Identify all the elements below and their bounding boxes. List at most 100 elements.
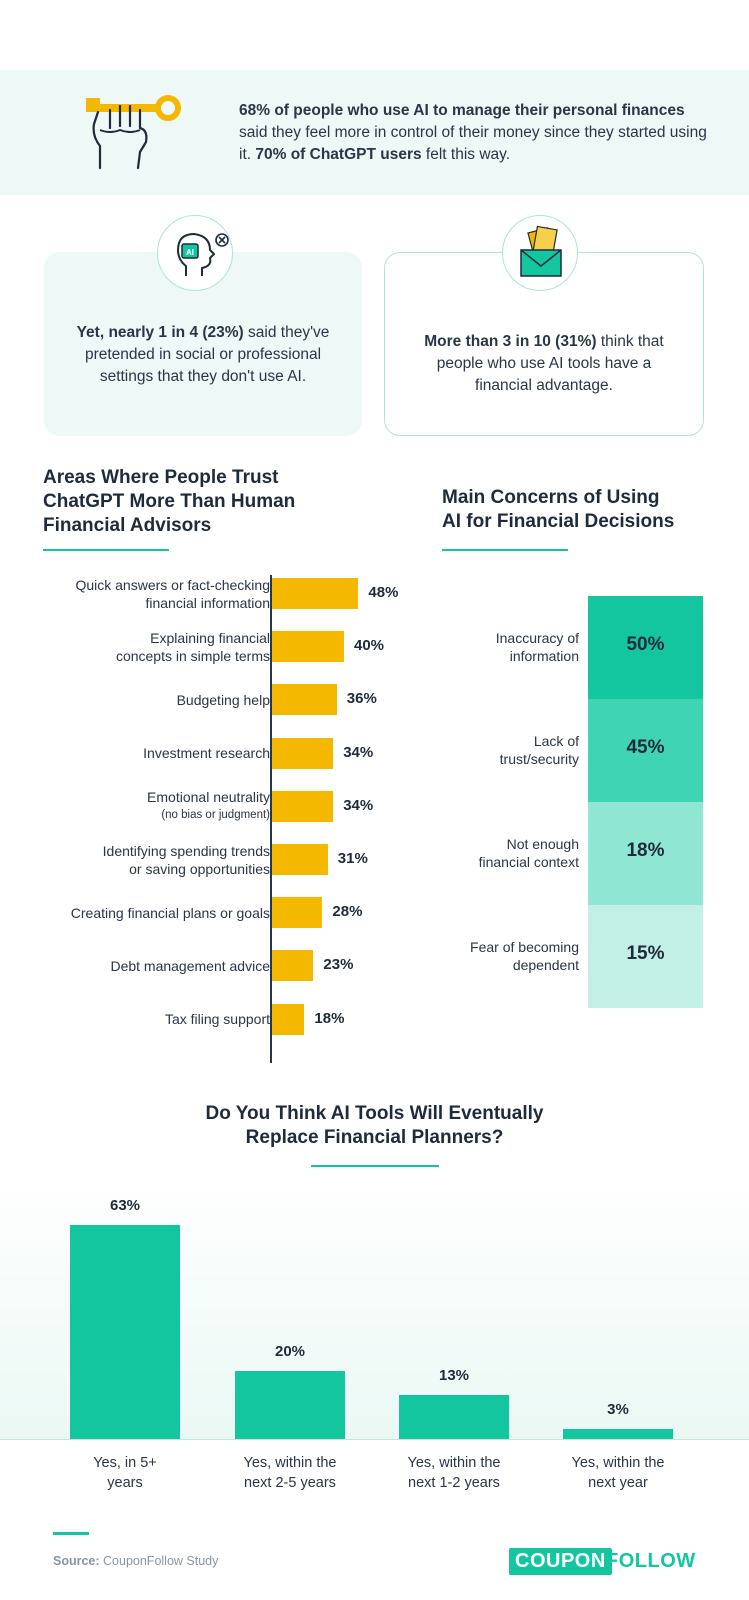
replace-category-label: Yes, within the next 1-2 years [379, 1453, 529, 1493]
ai-head-icon: AI [177, 233, 229, 276]
concern-block: 18% [588, 802, 703, 905]
stat-card-pretend-bold: Yet, nearly 1 in 4 (23%) [76, 324, 244, 341]
hand-key-icon [86, 95, 181, 170]
trust-category-label: Debt management advice [30, 957, 270, 975]
ai-head-icon-circle: AI [157, 215, 233, 291]
replace-chart-baseline [0, 1439, 749, 1440]
stat-card-advantage-bold: More than 3 in 10 (31%) [424, 333, 597, 350]
concern-value-label: 45% [626, 737, 665, 758]
trust-category-label-line: Emotional neutrality [147, 789, 270, 806]
trust-category-label-line: Quick answers or fact-checking [75, 576, 270, 593]
trust-bar [272, 897, 323, 929]
trust-category-label-line: financial information [145, 594, 270, 611]
replace-category-label: Yes, within the next year [543, 1453, 693, 1493]
trust-chart-title-line: ChatGPT More Than Human [43, 491, 296, 512]
banner-text-part: said they feel more in control of their … [239, 124, 707, 163]
trust-bar [272, 684, 337, 716]
replace-title-rule [311, 1165, 439, 1167]
source-text: CouponFollow Study [99, 1554, 219, 1568]
source-note: Source: CouponFollow Study [53, 1554, 218, 1568]
trust-bar [272, 1003, 305, 1035]
trust-category-label-line: Identifying spending trends [102, 842, 270, 859]
top-banner [0, 70, 749, 195]
concern-title-rule [442, 549, 568, 551]
concern-category-label-line: dependent [512, 957, 579, 973]
trust-category-label: Budgeting help [30, 691, 270, 709]
concern-block: 50% [588, 596, 703, 699]
replace-category-label-line: Yes, within the [243, 1455, 337, 1471]
trust-category-label: Emotional neutrality (no bias or judgment… [30, 788, 270, 824]
concern-chart-title-line: Main Concerns of Using [442, 487, 660, 508]
replace-value-label: 63% [109, 1196, 141, 1214]
banner-text-part: felt this way. [421, 146, 511, 163]
trust-category-label-line: Tax filing support [164, 1011, 270, 1028]
trust-value-label: 40% [354, 637, 385, 655]
trust-category-sublabel: (no bias or judgment) [161, 809, 270, 822]
trust-value-label: 18% [314, 1009, 345, 1027]
source-label: Source: [53, 1554, 100, 1568]
concern-category-label-line: trust/security [499, 751, 579, 767]
concern-category-label-line: financial context [478, 854, 579, 870]
trust-bar [272, 950, 314, 982]
concern-block: 15% [588, 905, 703, 1008]
trust-category-label-line: Budgeting help [176, 691, 270, 708]
trust-value-label: 28% [332, 903, 363, 921]
concern-category-label: Not enough financial context [429, 835, 579, 871]
trust-category-label: Investment research [30, 744, 270, 762]
replace-chart-title: Do You Think AI Tools Will Eventually Re… [0, 1102, 749, 1150]
trust-category-label-line: Explaining financial [150, 629, 270, 646]
concern-category-label-line: Inaccuracy of [495, 630, 579, 646]
trust-value-label: 34% [343, 743, 374, 761]
concern-value-label: 18% [626, 840, 665, 861]
money-envelope-icon-circle [502, 215, 578, 291]
replace-bar [235, 1371, 345, 1439]
concern-value-label: 15% [626, 943, 665, 964]
replace-category-label-line: Yes, within the [571, 1455, 665, 1471]
replace-category-label-line: Yes, within the [407, 1455, 501, 1471]
trust-category-label: Explaining financial concepts in simple t… [30, 629, 270, 665]
trust-category-label: Quick answers or fact-checking financial … [30, 576, 270, 612]
replace-chart-title-line: Do You Think AI Tools Will Eventually [205, 1103, 544, 1124]
trust-value-label: 48% [368, 584, 399, 601]
trust-chart-title-line: Financial Advisors [43, 515, 212, 536]
trust-bar [272, 790, 334, 822]
trust-value-label: 23% [323, 956, 354, 974]
concern-category-label: Inaccuracy of information [429, 629, 579, 665]
stat-card-advantage-text: More than 3 in 10 (31%) think that peopl… [385, 331, 703, 397]
trust-category-label-line: concepts in simple terms [115, 647, 270, 664]
concern-category-label-line: Fear of becoming [470, 939, 579, 955]
trust-category-label: Identifying spending trends or saving opp… [30, 842, 270, 878]
replace-bar [563, 1428, 673, 1439]
stat-card-pretend-text: Yet, nearly 1 in 4 (23%) said they've pr… [44, 322, 362, 388]
replace-category-label: Yes, in 5+ years [50, 1453, 200, 1493]
stat-card-pretend-rest: said they've pretended in social or prof… [84, 324, 330, 385]
trust-chart-axis [270, 575, 272, 1063]
trust-bar [272, 631, 344, 663]
banner-text-part: 70% of ChatGPT users [255, 146, 422, 163]
footer-rule [53, 1532, 89, 1535]
concern-category-label-line: Not enough [506, 836, 579, 852]
replace-bar [70, 1224, 180, 1439]
replace-category-label-line: Yes, in 5+ [93, 1455, 157, 1471]
ai-chip-label: AI [186, 248, 194, 257]
concern-chart-title-line: AI for Financial Decisions [442, 511, 675, 532]
trust-category-label: Tax filing support [30, 1010, 270, 1028]
trust-value-label: 34% [343, 796, 374, 814]
replace-value-label: 3% [607, 1400, 629, 1418]
trust-value-label: 36% [346, 690, 377, 708]
trust-value-label: 31% [337, 850, 368, 867]
replace-bar [399, 1394, 509, 1439]
replace-value-label: 13% [438, 1366, 470, 1384]
concern-chart-title: Main Concerns of Using AI for Financial … [442, 486, 742, 534]
logo-follow: FOLLOW [606, 1550, 696, 1572]
trust-category-label-line: Investment research [143, 745, 270, 762]
replace-category-label: Yes, within the next 2-5 years [215, 1453, 365, 1493]
trust-category-label-line: Creating financial plans or goals [70, 904, 270, 921]
trust-bar [272, 844, 328, 875]
concern-category-label-line: information [509, 648, 579, 664]
replace-category-label-line: next 1-2 years [408, 1475, 500, 1491]
banner-text: 68% of people who use AI to manage their… [239, 100, 709, 166]
replace-category-label-line: years [107, 1475, 143, 1491]
trust-chart-title: Areas Where People Trust ChatGPT More Th… [43, 466, 343, 538]
money-envelope-icon [520, 225, 562, 277]
